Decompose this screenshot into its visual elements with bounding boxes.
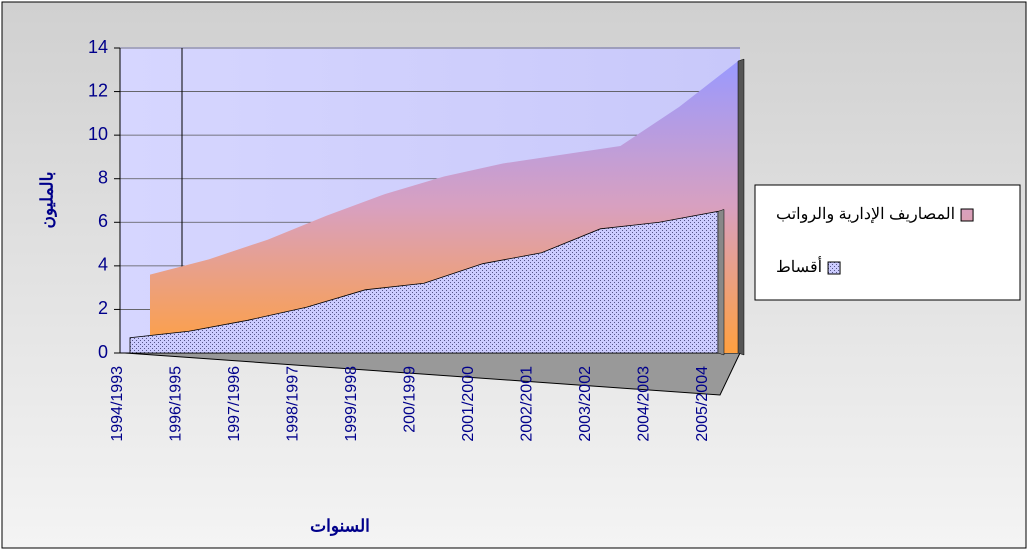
area-side [717,209,725,356]
area [129,210,719,354]
x-tick-label: 2001/2000 [460,366,477,442]
legend-label: أقساط [776,256,822,276]
y-tick-label: 0 [98,342,108,362]
y-tick-label: 2 [98,298,108,318]
x-tick-label: 1997/1996 [226,366,243,442]
y-tick-label: 6 [98,211,108,231]
x-tick-label: 2004/2003 [636,366,653,442]
x-tick-label: 1994/1993 [109,366,126,442]
legend-box [754,184,1021,301]
y-tick-label: 8 [98,167,108,187]
legend-swatch [827,261,841,275]
x-tick-label: 2003/2002 [577,366,594,442]
x-tick-label: 1998/1997 [285,366,302,442]
y-tick-label: 4 [98,255,108,275]
x-axis-title: السنوات [310,516,370,536]
x-tick-label: 200/1999 [402,366,419,433]
y-tick-label: 14 [88,37,108,57]
legend-swatch [960,208,974,222]
area-side [737,58,745,356]
y-tick-label: 12 [88,80,108,100]
x-tick-label: 2005/2004 [694,366,711,442]
x-tick-label: 1999/1998 [343,366,360,442]
x-tick-label: 2002/2001 [519,366,536,442]
x-tick-label: 1996/1995 [168,366,185,442]
y-tick-label: 10 [88,124,108,144]
legend-label: المصاريف الإدارية والرواتب [776,206,955,223]
y-axis-title: بالمليون [37,172,57,229]
